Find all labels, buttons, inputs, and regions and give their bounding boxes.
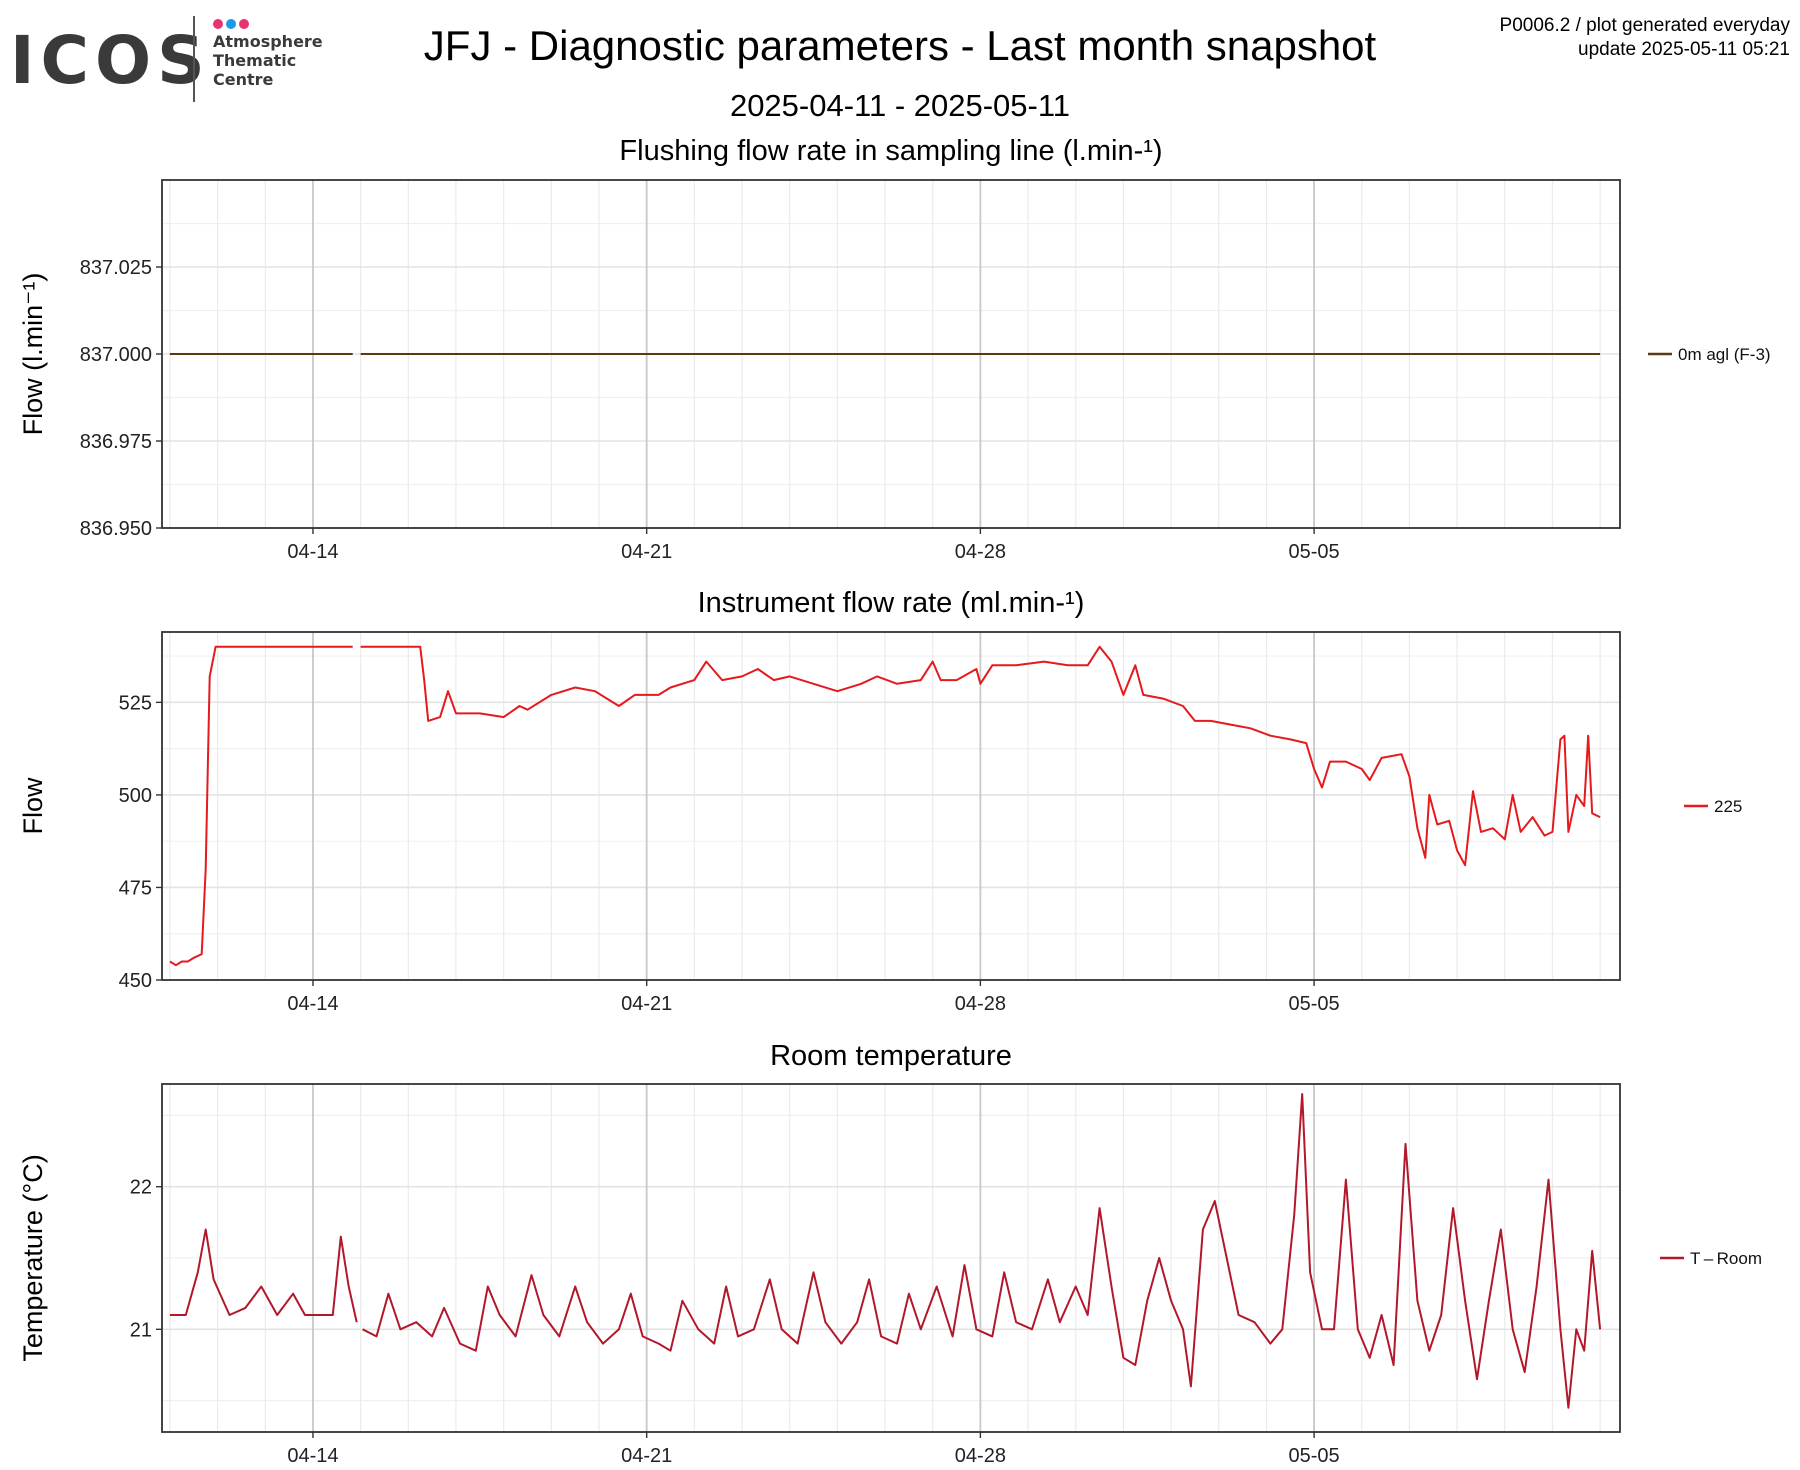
x-tick-label: 04-21 [621, 541, 672, 563]
logo-line: Centre [213, 70, 274, 89]
logo-dot [213, 19, 223, 29]
series-line [362, 1093, 1602, 1409]
legend-label: 0m agl (F-3) [1678, 345, 1771, 364]
series-line [360, 645, 1601, 867]
x-tick-label: 04-28 [955, 541, 1006, 563]
y-tick-label: 837.025 [80, 257, 152, 279]
series-line [169, 1228, 358, 1323]
x-tick-label: 05-05 [1289, 541, 1340, 563]
plot-meta: P0006.2 / plot generated everyday update… [1500, 14, 1790, 62]
plot-border [161, 179, 1621, 529]
y-tick-label: 836.950 [80, 518, 152, 540]
x-tick-label: 05-05 [1289, 993, 1340, 1015]
y-axis-label: Flow [18, 777, 48, 835]
y-tick-label: 525 [119, 692, 152, 714]
x-tick-label: 04-14 [287, 541, 338, 563]
y-tick-label: 475 [119, 877, 152, 899]
series-line [169, 645, 353, 967]
x-tick-label: 04-28 [955, 993, 1006, 1015]
logo-wordmark: ICOS [10, 22, 211, 99]
y-axis-label: Temperature (°C) [18, 1154, 48, 1361]
y-tick-label: 22 [130, 1177, 152, 1199]
update-time: update 2025-05-11 05:21 [1578, 39, 1790, 60]
chart-panel: Room temperature 21 22 04-14 04-21 04-28 05-05… [18, 1040, 1762, 1467]
y-axis-label: Flow (l.min⁻¹) [18, 273, 48, 436]
x-tick-label: 04-14 [287, 993, 338, 1015]
legend-label: T – Room [1690, 1249, 1762, 1268]
y-tick-label: 21 [130, 1319, 152, 1341]
plot-border [161, 631, 1621, 981]
x-tick-label: 04-28 [955, 1445, 1006, 1467]
plot-id: P0006.2 / plot generated everyday [1499, 15, 1790, 36]
logo-line: Thematic [213, 51, 297, 70]
chart-panel: Instrument flow rate (ml.min-¹) 450 475 500… [18, 587, 1742, 1015]
chart-title: Room temperature [770, 1040, 1012, 1072]
chart-panel: Flushing flow rate in sampling line (l.m… [18, 135, 1771, 563]
plot-border [161, 1083, 1621, 1433]
x-tick-label: 04-14 [287, 1445, 338, 1467]
icos-logo: ICOS Atmosphere Thematic Centre [10, 14, 330, 104]
chart-title: Instrument flow rate (ml.min-¹) [698, 587, 1085, 619]
logo-subtitle: Atmosphere Thematic Centre [213, 32, 323, 89]
y-tick-label: 837.000 [80, 344, 152, 366]
x-tick-label: 04-21 [621, 1445, 672, 1467]
y-tick-label: 450 [119, 970, 152, 992]
x-tick-label: 05-05 [1289, 1445, 1340, 1467]
chart-title: Flushing flow rate in sampling line (l.m… [619, 135, 1162, 167]
y-tick-label: 500 [119, 785, 152, 807]
page-title: JFJ - Diagnostic parameters - Last month… [423, 22, 1377, 69]
logo-dot [226, 19, 236, 29]
logo-dot [239, 19, 249, 29]
y-tick-label: 836.975 [80, 431, 152, 453]
x-tick-label: 04-21 [621, 993, 672, 1015]
logo-dots [213, 16, 252, 34]
logo-line: Atmosphere [213, 32, 323, 51]
date-range: 2025-04-11 - 2025-05-11 [729, 88, 1071, 123]
logo-divider [193, 16, 195, 102]
legend-label: 225 [1714, 797, 1742, 816]
